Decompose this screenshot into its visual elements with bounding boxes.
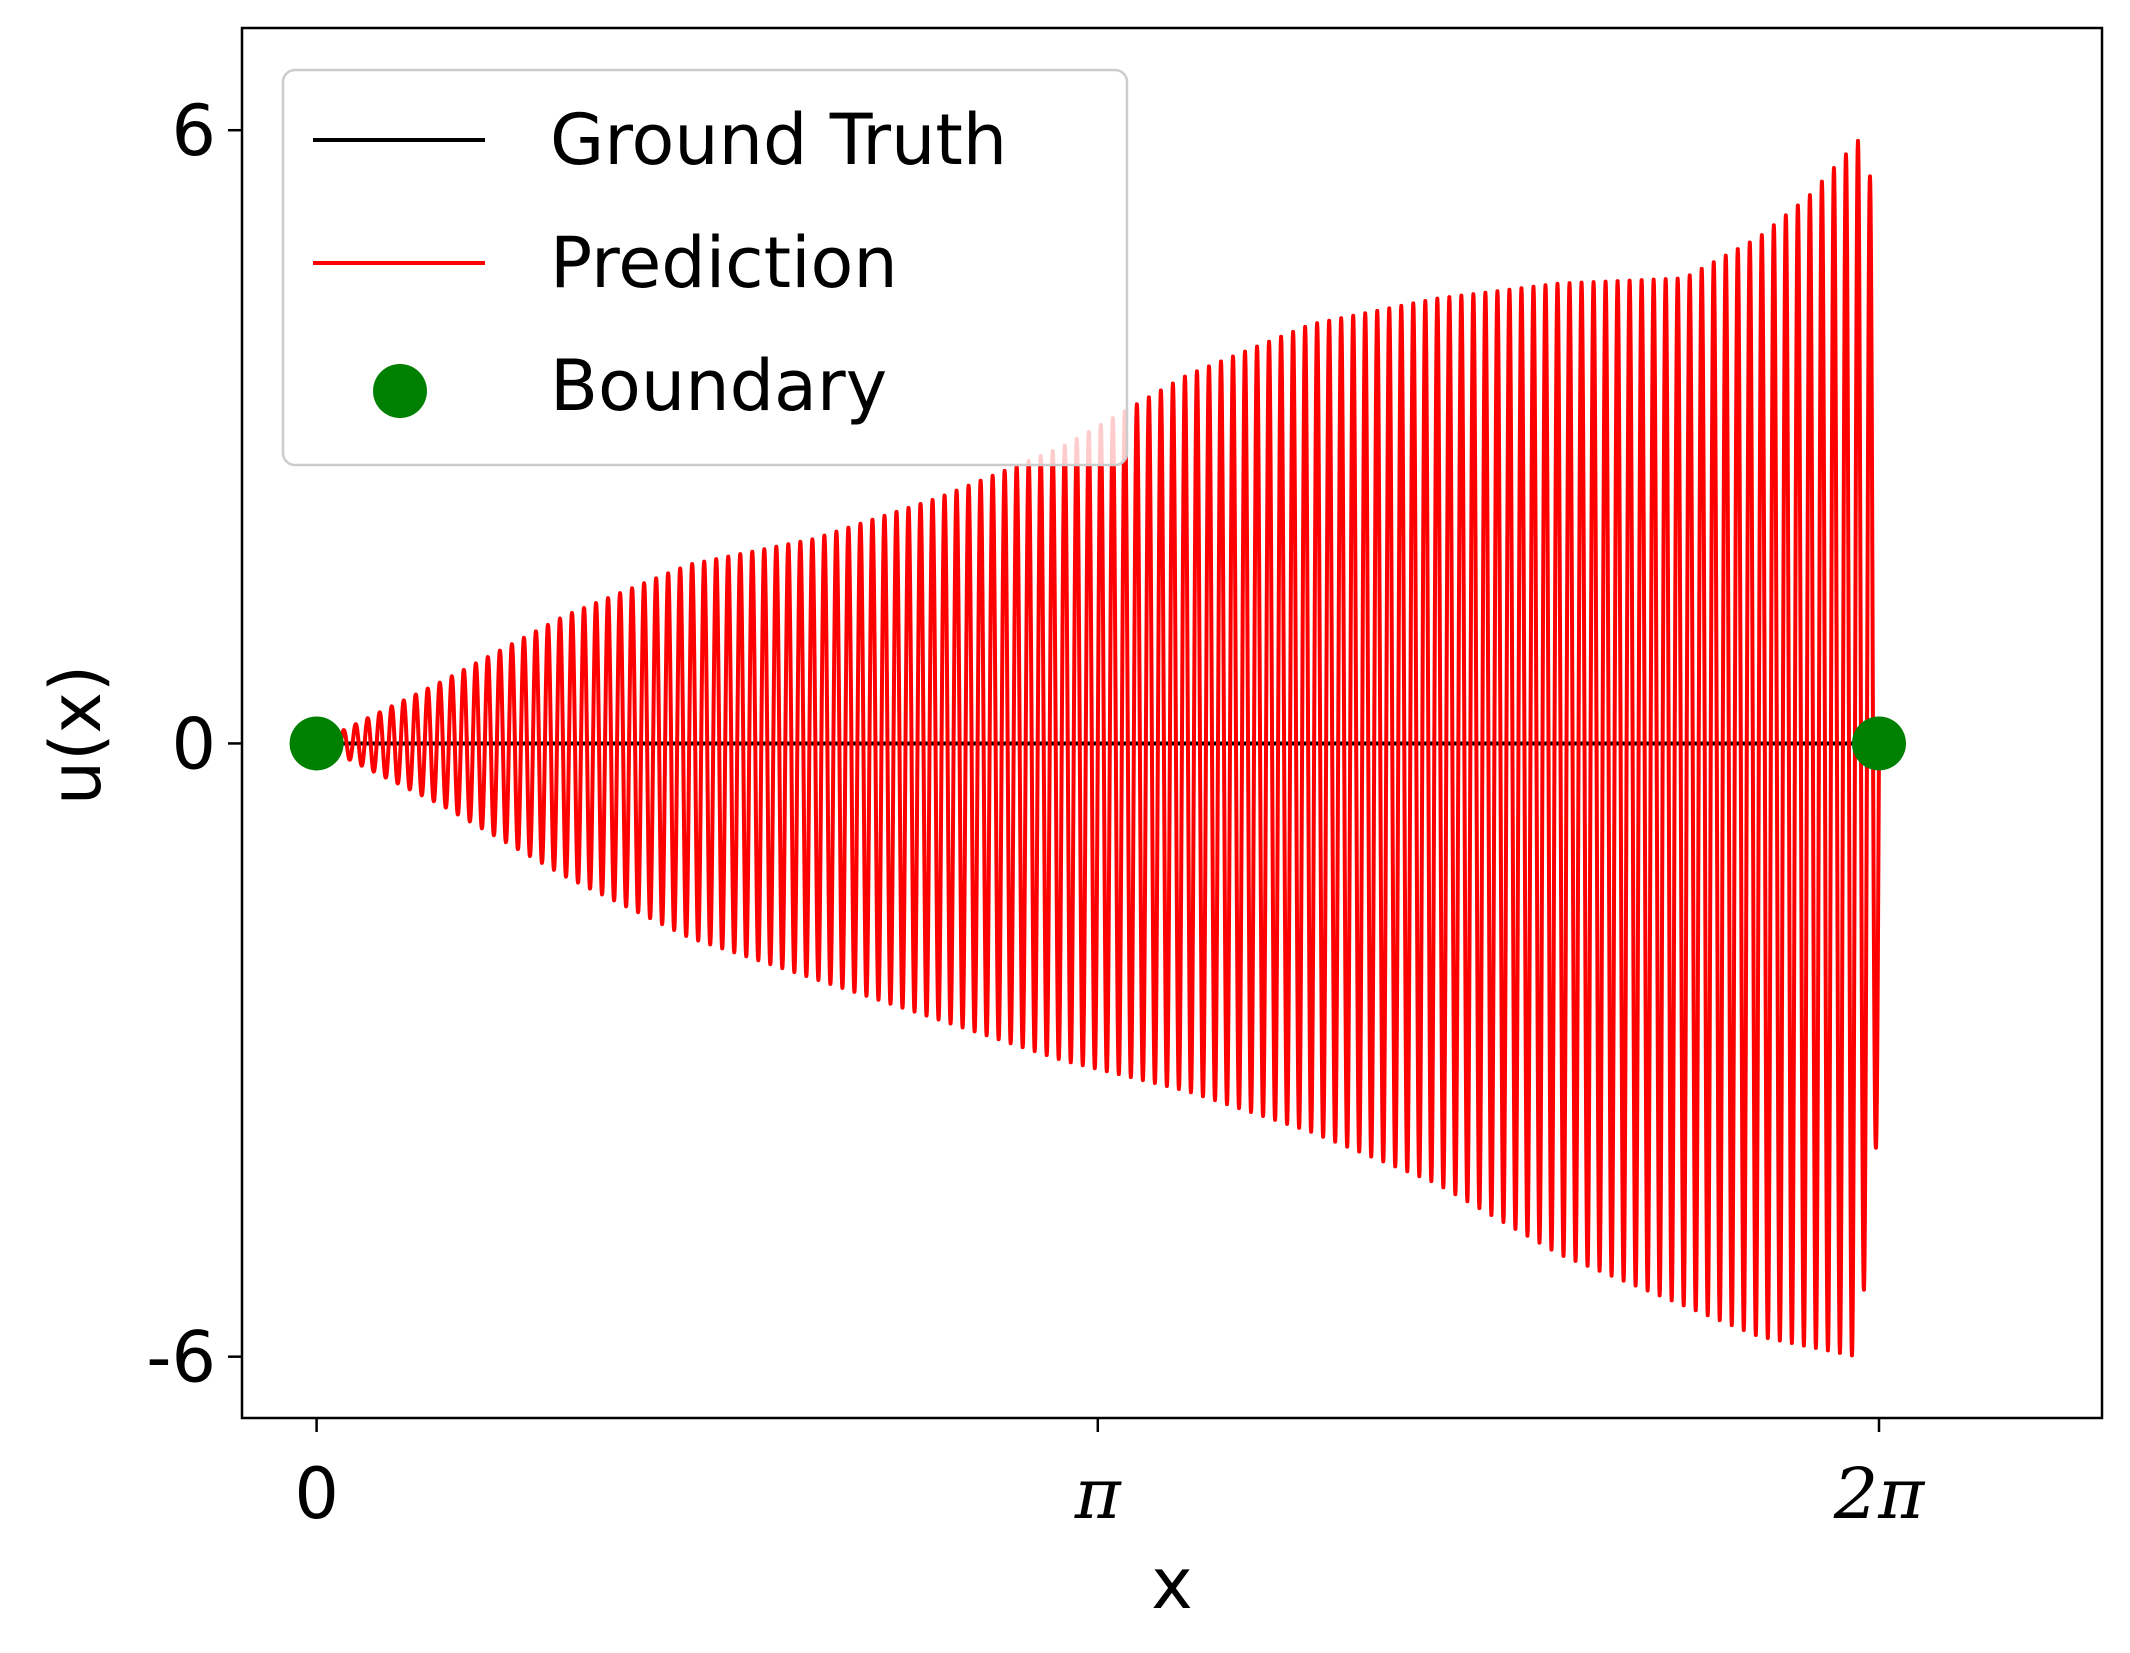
y-tick-label: -6 xyxy=(146,1317,216,1399)
x-axis-label: x xyxy=(1151,1543,1192,1625)
x-tick-label: 0 xyxy=(294,1453,339,1535)
boundary-point xyxy=(1851,716,1906,771)
prediction-line xyxy=(314,138,1881,1358)
x-axis-ticks: 0 π 2π xyxy=(294,1418,1926,1535)
series-layer xyxy=(314,138,1881,1358)
legend-ground-truth-label: Ground Truth xyxy=(550,99,1007,181)
y-axis-ticks: 6 0 -6 xyxy=(146,90,242,1399)
legend-boundary-marker xyxy=(373,364,427,418)
plot-frame xyxy=(240,26,2104,1420)
y-tick-label: 0 xyxy=(171,703,216,785)
y-tick-label: 6 xyxy=(171,90,216,172)
legend-boundary-label: Boundary xyxy=(550,345,887,427)
x-tick-label: π xyxy=(1074,1453,1123,1535)
legend-frame xyxy=(281,68,1129,467)
legend-prediction-label: Prediction xyxy=(550,222,898,304)
legend: Ground Truth Prediction Boundary xyxy=(281,68,1129,467)
x-tick-label: 2π xyxy=(1833,1453,1927,1535)
boundary-point xyxy=(289,716,344,771)
y-axis-label: u(x) xyxy=(35,665,117,805)
